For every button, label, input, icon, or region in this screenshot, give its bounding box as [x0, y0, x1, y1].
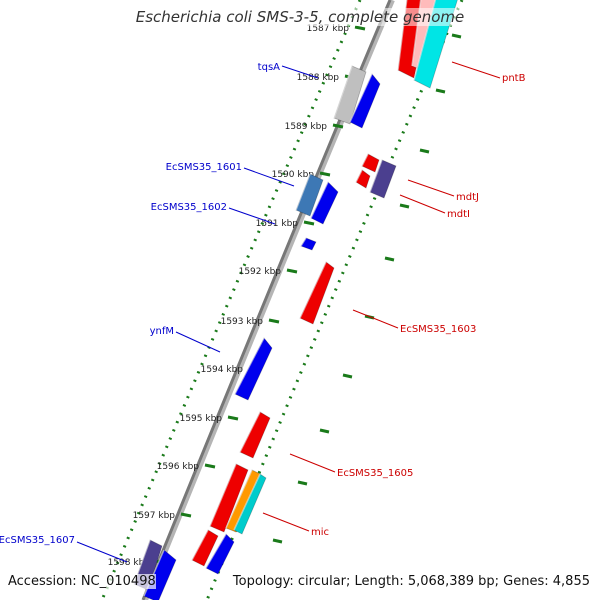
gene-leader-line [407, 179, 455, 197]
tick-mark [399, 203, 410, 209]
tick-label: 1591 kbp [256, 219, 299, 229]
tick-label: 1596 kbp [157, 462, 200, 472]
feature-highlight [369, 159, 383, 193]
feature-highlight [239, 411, 261, 453]
gene-label: EcSMS35_1607 [0, 535, 75, 546]
feature-highlight [355, 169, 363, 183]
gene-leader-line [399, 194, 446, 214]
gene-leader-line [243, 167, 295, 187]
gene-label: EcSMS35_1603 [400, 324, 476, 335]
tick-mark [204, 463, 216, 469]
tick-mark [227, 415, 239, 421]
tick-mark [180, 512, 192, 518]
feature-arrow [239, 411, 271, 459]
tick-mark [303, 220, 315, 226]
gene-leader-line [262, 512, 310, 532]
gene-leader-line [228, 207, 276, 225]
tick-label: 1590 kbp [272, 170, 315, 180]
inner-tick-ring [100, 0, 362, 600]
feature-highlight [299, 261, 327, 319]
tick-mark [451, 33, 462, 39]
tick-mark [384, 256, 395, 262]
feature-highlight [234, 337, 265, 395]
feature-arrow [299, 261, 335, 325]
feature-arrow [361, 153, 380, 173]
feature-highlight [209, 463, 237, 527]
gene-leader-line [352, 309, 399, 329]
gene-label: mdtJ [456, 192, 479, 203]
feature-highlight [295, 173, 311, 211]
feature-highlight [349, 73, 373, 123]
gene-leader-line [175, 331, 221, 353]
feature-highlight [310, 181, 329, 219]
tick-label: 1589 kbp [285, 122, 328, 132]
tick-mark [286, 268, 298, 274]
gene-label: EcSMS35_1602 [151, 202, 227, 213]
feature-arrow [300, 237, 317, 251]
feature-highlight [333, 65, 353, 119]
gene-leader-line [281, 65, 319, 79]
tick-mark [319, 428, 330, 434]
feature-highlight [205, 533, 227, 569]
gene-leader-line [289, 453, 336, 473]
tick-label: 1594 kbp [201, 365, 244, 375]
genome-summary-text: Topology: circular; Length: 5,068,389 bp… [232, 574, 590, 589]
feature-highlight [225, 469, 253, 529]
feature-highlight [397, 0, 408, 71]
tick-mark [319, 171, 331, 177]
feature-highlight [411, 0, 422, 67]
tick-mark [268, 318, 280, 324]
backbone-shadow [142, 0, 395, 600]
tick-label: 1597 kbp [133, 511, 176, 521]
tick-mark [272, 538, 283, 544]
gene-leader-line [76, 541, 128, 563]
feature-highlight [233, 473, 261, 531]
feature-highlight [361, 153, 369, 167]
accession-text: Accession: NC_010498 [8, 574, 156, 589]
gene-label: pntB [502, 73, 526, 84]
tick-mark [354, 25, 366, 31]
tick-mark [332, 123, 344, 129]
gene-label: EcSMS35_1605 [337, 468, 413, 479]
tick-label: 1598 kbp [108, 558, 151, 568]
feature-highlight [191, 529, 209, 561]
tick-label: 1593 kbp [221, 317, 264, 327]
gene-leader-line [451, 61, 501, 79]
tick-label: 1592 kbp [239, 267, 282, 277]
tick-mark [342, 373, 353, 379]
gene-label: EcSMS35_1601 [166, 162, 242, 173]
gene-label: ynfM [150, 326, 174, 337]
backbone-line [141, 0, 392, 600]
gene-label: mic [311, 527, 329, 538]
map-title: Escherichia coli SMS-3-5, complete genom… [0, 8, 600, 26]
tick-mark [297, 480, 308, 486]
gene-label: tqsA [258, 62, 280, 73]
tick-mark [419, 148, 430, 154]
feature-highlight [300, 237, 307, 247]
gene-label: mdtI [447, 209, 470, 220]
feature-highlight [413, 0, 437, 81]
tick-mark [435, 88, 446, 94]
tick-label: 1595 kbp [180, 414, 223, 424]
tick-label: 1587 kbp [307, 24, 350, 34]
